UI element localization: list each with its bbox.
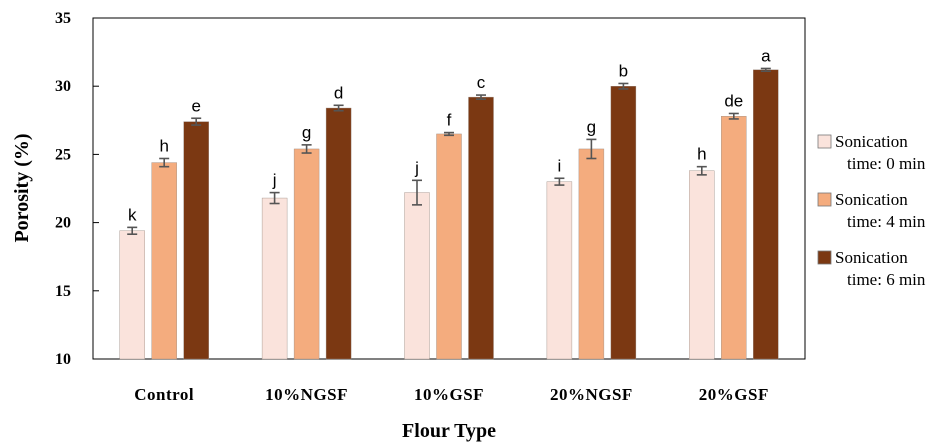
significance-label: d — [334, 83, 343, 102]
x-tick-label: Control — [134, 385, 194, 404]
bar — [689, 170, 715, 360]
y-axis-title: Porosity (%) — [11, 133, 33, 242]
significance-label: j — [272, 171, 277, 190]
bar — [261, 197, 288, 360]
bar — [151, 162, 177, 360]
legend-label: time: 0 min — [847, 154, 926, 173]
legend-label: Sonication — [835, 248, 908, 267]
legend-label: time: 4 min — [847, 212, 926, 231]
significance-label: h — [697, 145, 706, 164]
significance-labels: k h e j g d j f c i g b h de a — [128, 46, 771, 224]
y-tick-label: 15 — [55, 283, 71, 300]
significance-label: b — [619, 61, 628, 80]
y-tick-label: 30 — [55, 78, 71, 95]
bar — [468, 96, 494, 360]
legend-label: Sonication — [835, 132, 908, 151]
x-tick-label: 20%GSF — [699, 385, 769, 404]
y-tick-label: 25 — [55, 146, 71, 163]
bar — [753, 69, 779, 360]
y-tick-label: 20 — [55, 215, 71, 232]
x-tick-label: 20%NGSF — [550, 385, 633, 404]
significance-label: i — [558, 156, 562, 175]
bar — [293, 148, 320, 360]
significance-label: h — [159, 136, 168, 155]
bar — [404, 192, 430, 360]
significance-label: de — [724, 91, 743, 110]
error-bars — [127, 67, 771, 235]
bar — [610, 85, 637, 360]
significance-label: k — [128, 205, 137, 224]
legend: Sonication time: 0 min Sonication time: 4 m… — [817, 132, 926, 289]
y-axis: 10 15 20 25 30 35 — [55, 10, 99, 368]
bar — [325, 107, 352, 360]
bar — [578, 148, 605, 360]
legend-label: time: 6 min — [847, 270, 926, 289]
x-tick-label: 10%NGSF — [265, 385, 348, 404]
bar — [721, 116, 747, 360]
legend-swatch — [817, 250, 832, 265]
significance-label: g — [302, 123, 311, 142]
bar — [119, 230, 145, 360]
bars — [119, 69, 779, 360]
y-tick-label: 35 — [55, 10, 71, 27]
significance-label: g — [587, 117, 596, 136]
x-axis-title: Flour Type — [402, 420, 496, 442]
significance-label: j — [414, 158, 419, 177]
x-axis: Control 10%NGSF 10%GSF 20%NGSF 20%GSF — [134, 385, 769, 404]
bar — [183, 121, 209, 360]
legend-swatch — [817, 134, 832, 149]
legend-swatch — [817, 192, 832, 207]
significance-label: f — [447, 111, 452, 130]
significance-label: a — [761, 46, 771, 65]
y-tick-label: 10 — [55, 351, 71, 368]
bar — [546, 181, 573, 360]
x-tick-label: 10%GSF — [414, 385, 484, 404]
bar — [436, 133, 462, 360]
significance-label: c — [477, 73, 486, 92]
legend-label: Sonication — [835, 190, 908, 209]
significance-label: e — [191, 96, 200, 115]
